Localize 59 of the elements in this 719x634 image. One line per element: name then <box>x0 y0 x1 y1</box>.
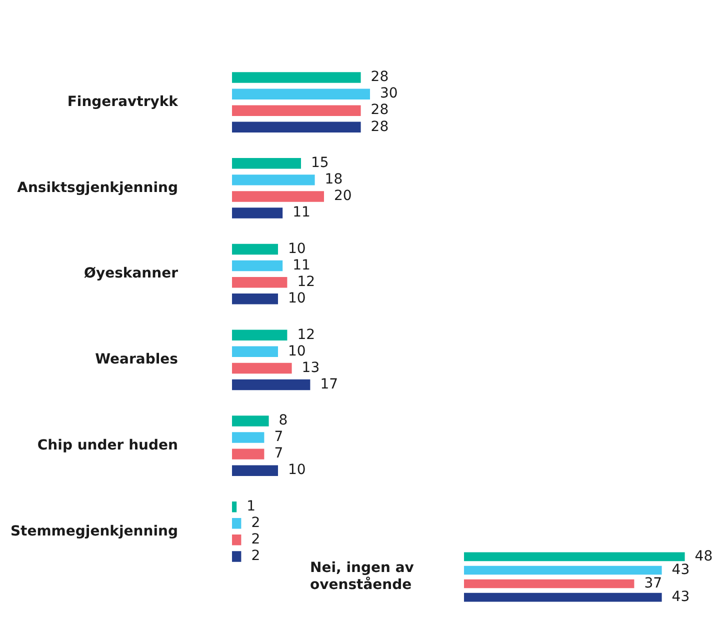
data-label: 43 <box>672 588 690 605</box>
data-label: 28 <box>370 118 389 135</box>
data-label: 12 <box>297 274 316 290</box>
y-tick-label: Chip under huden <box>37 437 178 454</box>
bar <box>232 416 269 426</box>
data-label: 10 <box>288 462 306 478</box>
bar <box>232 551 242 562</box>
y-tick-label: Øyeskanner <box>84 266 178 282</box>
data-label: 11 <box>292 257 310 274</box>
bar <box>232 158 301 169</box>
data-label: 10 <box>288 343 306 360</box>
bar <box>232 260 283 272</box>
bar <box>232 362 292 374</box>
bar <box>232 208 283 218</box>
y-tick-label: Wearables <box>95 352 178 368</box>
bar <box>232 379 310 390</box>
data-label: 2 <box>251 532 260 548</box>
data-label: 17 <box>320 376 338 392</box>
bar <box>232 122 361 132</box>
bar <box>232 174 315 186</box>
data-label: 7 <box>274 429 284 446</box>
data-label: 8 <box>278 412 288 429</box>
bar <box>232 346 278 358</box>
bar <box>232 191 324 202</box>
data-label: 48 <box>694 548 713 564</box>
data-label: 2 <box>251 548 260 564</box>
bar <box>232 72 361 83</box>
data-label: 11 <box>292 204 310 221</box>
bar <box>232 502 237 512</box>
bar <box>232 518 242 529</box>
data-label: 28 <box>370 69 389 86</box>
data-label: 15 <box>311 155 329 172</box>
bar <box>232 534 242 546</box>
data-label: 20 <box>334 188 352 204</box>
y-tick-label: Ansiktsgjenkjenning <box>17 180 178 196</box>
data-label: 37 <box>644 575 662 592</box>
data-label: 2 <box>251 515 260 532</box>
bar <box>232 465 278 476</box>
y-tick-label: Fingeravtrykk <box>67 94 179 110</box>
bar <box>232 448 264 460</box>
data-label: 43 <box>672 562 690 578</box>
data-label: 18 <box>324 172 343 188</box>
data-label: 28 <box>370 102 389 118</box>
bar <box>232 276 288 288</box>
bar <box>232 105 361 116</box>
bar <box>232 330 288 341</box>
data-label: 10 <box>288 240 306 257</box>
data-label: 30 <box>380 86 398 102</box>
bar <box>232 244 278 255</box>
bar <box>232 293 278 304</box>
data-label: 10 <box>288 290 306 306</box>
data-label: 12 <box>297 326 316 343</box>
y-tick-label: Stemmegjenkjenning <box>10 523 178 540</box>
bar <box>232 432 264 443</box>
data-label: 1 <box>246 498 256 515</box>
y-tick-label: Nei, ingen av ovenstående <box>310 560 414 594</box>
data-label: 7 <box>274 446 284 462</box>
bar <box>232 88 370 100</box>
data-label: 13 <box>302 360 320 376</box>
